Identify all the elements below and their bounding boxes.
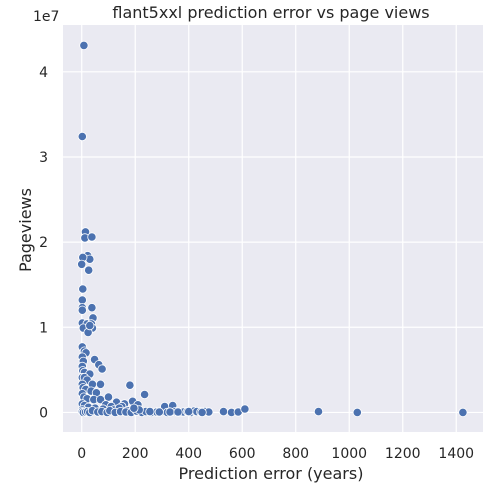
scatter-point (77, 131, 87, 142)
scatter-point (197, 407, 207, 417)
x-tick-label: 400 (175, 446, 202, 462)
scatter-point (140, 389, 150, 400)
y-tick-label: 4 (39, 65, 48, 81)
x-tick-label: 200 (122, 446, 149, 462)
scatter-point (95, 379, 106, 389)
chart-title: flant5xxl prediction error vs page views (112, 3, 429, 22)
scatter-point (77, 259, 87, 269)
scatter-point (352, 407, 362, 417)
scatter-point (173, 407, 183, 417)
scatter-point (78, 284, 88, 294)
scatter-point (79, 40, 89, 51)
scatter-point (240, 404, 250, 414)
x-axis-label: Prediction error (years) (179, 464, 364, 483)
x-tick-labels: 0 200 400 600 800 1000 1200 1400 (77, 446, 474, 462)
x-tick-label: 1400 (438, 446, 474, 462)
x-tick-label: 0 (77, 446, 86, 462)
scatter-point (165, 407, 175, 417)
y-tick-label: 2 (39, 235, 48, 251)
y-tick-label: 1 (39, 320, 48, 336)
scatter-point (87, 303, 97, 313)
scatter-point (458, 407, 468, 417)
grid-lines (63, 25, 483, 432)
scatter-point (218, 406, 229, 417)
scatter-point (103, 392, 114, 402)
scatter-point (87, 232, 97, 242)
scatter-point (129, 403, 139, 413)
scatter-point (77, 305, 87, 315)
scatter-point (77, 295, 87, 305)
scatter-point (97, 364, 107, 374)
x-tick-label: 600 (229, 446, 256, 462)
y-tick-labels: 0 1 2 3 4 (39, 65, 48, 422)
plot-area (63, 25, 483, 432)
data-points (77, 40, 468, 417)
scatter-point (85, 320, 95, 331)
x-tick-label: 1000 (331, 446, 367, 462)
scatter-point (145, 406, 155, 417)
scatter-point (184, 406, 194, 417)
scatter-point (125, 380, 135, 390)
x-tick-label: 1200 (385, 446, 421, 462)
scatter-point (84, 265, 94, 275)
y-axis-label: Pageviews (16, 188, 35, 272)
y-tick-label: 3 (39, 150, 48, 166)
y-tick-label: 0 (39, 405, 48, 421)
x-tick-label: 800 (282, 446, 309, 462)
scatter-point (154, 407, 164, 417)
y-offset-label: 1e7 (33, 9, 59, 25)
scatter-point (313, 406, 324, 417)
